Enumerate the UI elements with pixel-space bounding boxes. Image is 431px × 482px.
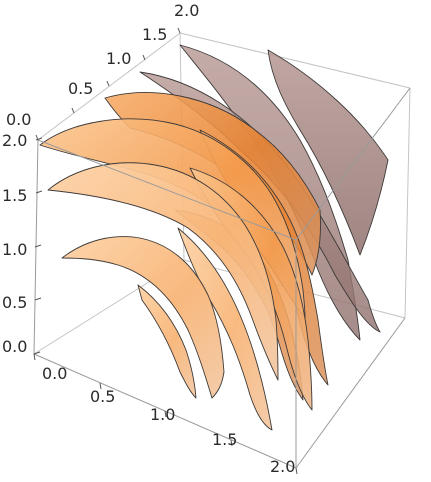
- surface-sheet: [61, 236, 225, 399]
- tick-mark: [177, 27, 181, 34]
- top-tick-label: 0.0: [6, 110, 31, 129]
- bottom-tick-label: 1.0: [150, 405, 175, 424]
- tick-mark: [35, 137, 43, 141]
- tick-mark: [71, 107, 75, 114]
- box-edge: [295, 317, 406, 469]
- bottom-tick-label: 2.0: [270, 457, 295, 476]
- tick-mark: [142, 54, 146, 61]
- left-tick-label: 1.0: [2, 240, 27, 259]
- tick-mark: [34, 244, 42, 248]
- top-tick-label: 1.5: [142, 25, 167, 44]
- box-edge: [37, 139, 297, 241]
- left-tick-label: 1.5: [2, 186, 27, 205]
- tick-mark: [33, 351, 41, 355]
- tick-mark: [99, 382, 102, 390]
- bottom-axis: 0.0 0.5 1.0 1.5 2.0: [42, 364, 295, 476]
- tick-mark: [34, 297, 42, 301]
- box-edge: [404, 87, 411, 319]
- surface-sheet: [47, 162, 279, 381]
- tick-mark: [35, 134, 39, 141]
- surface-sheet: [137, 284, 197, 399]
- left-axis: 2.0 1.5 1.0 0.5 0.0: [2, 131, 27, 356]
- left-tick-label: 0.5: [2, 293, 27, 312]
- top-axis: 0.0 0.5 1.0 1.5 2.0: [6, 1, 199, 129]
- box-edge: [295, 87, 411, 241]
- bottom-tick-label: 0.5: [90, 387, 115, 406]
- surface-sheet: [267, 49, 389, 256]
- tick-marks: [33, 27, 298, 475]
- box-edge: [37, 32, 181, 141]
- tick-mark: [295, 467, 298, 475]
- top-tick-label: 1.0: [106, 49, 131, 68]
- tick-mark: [35, 190, 43, 194]
- top-tick-label: 0.5: [68, 79, 93, 98]
- front-sheets: [47, 162, 279, 431]
- left-tick-label: 0.0: [2, 337, 27, 356]
- tick-mark: [106, 80, 110, 87]
- tick-mark: [230, 439, 233, 447]
- tick-mark: [164, 410, 167, 418]
- bottom-tick-label: 1.5: [212, 430, 237, 449]
- left-tick-label: 2.0: [2, 131, 27, 150]
- tick-mark: [33, 353, 36, 361]
- top-tick-label: 2.0: [174, 1, 199, 20]
- bottom-tick-label: 0.0: [42, 364, 67, 383]
- box-edge: [179, 32, 411, 89]
